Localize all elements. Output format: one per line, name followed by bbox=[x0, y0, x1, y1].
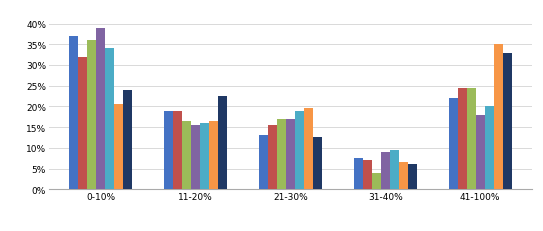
Bar bbox=[502, 53, 512, 189]
Bar bbox=[259, 136, 268, 189]
Bar bbox=[313, 138, 322, 189]
Bar bbox=[79, 58, 87, 189]
Bar bbox=[218, 97, 228, 189]
Bar bbox=[182, 121, 191, 189]
Bar bbox=[191, 125, 200, 189]
Bar bbox=[173, 111, 182, 189]
Bar bbox=[390, 150, 399, 189]
Bar bbox=[295, 111, 304, 189]
Bar bbox=[484, 107, 494, 189]
Bar bbox=[304, 109, 313, 189]
Bar bbox=[97, 29, 105, 189]
Bar bbox=[115, 105, 123, 189]
Bar bbox=[449, 99, 458, 189]
Bar bbox=[458, 88, 466, 189]
Bar bbox=[286, 119, 295, 189]
Bar bbox=[494, 45, 502, 189]
Bar bbox=[268, 125, 277, 189]
Bar bbox=[353, 158, 363, 189]
Bar bbox=[277, 119, 286, 189]
Bar bbox=[87, 41, 97, 189]
Bar bbox=[476, 115, 484, 189]
Bar bbox=[200, 123, 209, 189]
Bar bbox=[164, 111, 173, 189]
Bar bbox=[372, 173, 381, 189]
Bar bbox=[399, 163, 408, 189]
Bar bbox=[123, 90, 132, 189]
Bar bbox=[381, 152, 390, 189]
Bar bbox=[466, 88, 476, 189]
Bar bbox=[363, 161, 372, 189]
Bar bbox=[408, 165, 417, 189]
Bar bbox=[105, 49, 115, 189]
Bar bbox=[209, 121, 218, 189]
Bar bbox=[70, 37, 79, 189]
